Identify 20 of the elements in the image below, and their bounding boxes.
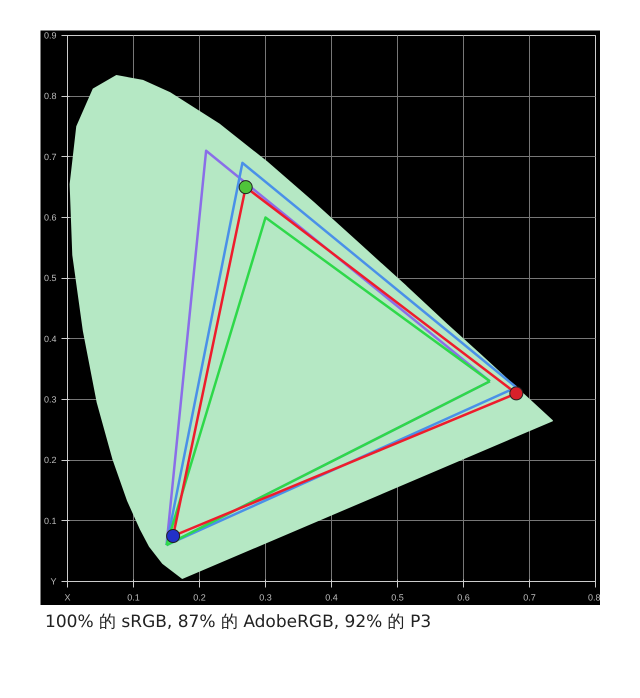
y-tick-label: 0.7 bbox=[44, 152, 57, 162]
y-tick-label: 0.4 bbox=[44, 334, 57, 344]
y-tick-label: 0.6 bbox=[44, 212, 57, 222]
x-tick-label: 0.4 bbox=[325, 592, 338, 602]
y-tick-label: 0.8 bbox=[44, 91, 57, 102]
y-tick-label: 0.9 bbox=[44, 30, 57, 40]
y-tick-label: 0.1 bbox=[44, 516, 57, 526]
x-tick-label: 0.7 bbox=[523, 592, 536, 602]
x-tick-label: 0.3 bbox=[259, 592, 272, 602]
x-tick-label: 0.5 bbox=[391, 592, 404, 602]
y-tick-label: 0.3 bbox=[44, 394, 57, 404]
x-tick-label: 0.6 bbox=[457, 592, 470, 602]
x-tick-label: 0.2 bbox=[193, 592, 206, 602]
x-tick-label: 0.1 bbox=[127, 592, 140, 602]
y-tick-label: 0.2 bbox=[44, 455, 57, 466]
x-tick-label: 0.8 bbox=[588, 592, 601, 602]
y-tick-label: Y bbox=[50, 576, 57, 586]
x-tick-label: X bbox=[64, 592, 71, 602]
y-tick-label: 0.5 bbox=[44, 273, 57, 284]
text: 100% 的 sRGB, 87% 的 AdobeRGB, 92% 的 P3 bbox=[45, 611, 432, 634]
